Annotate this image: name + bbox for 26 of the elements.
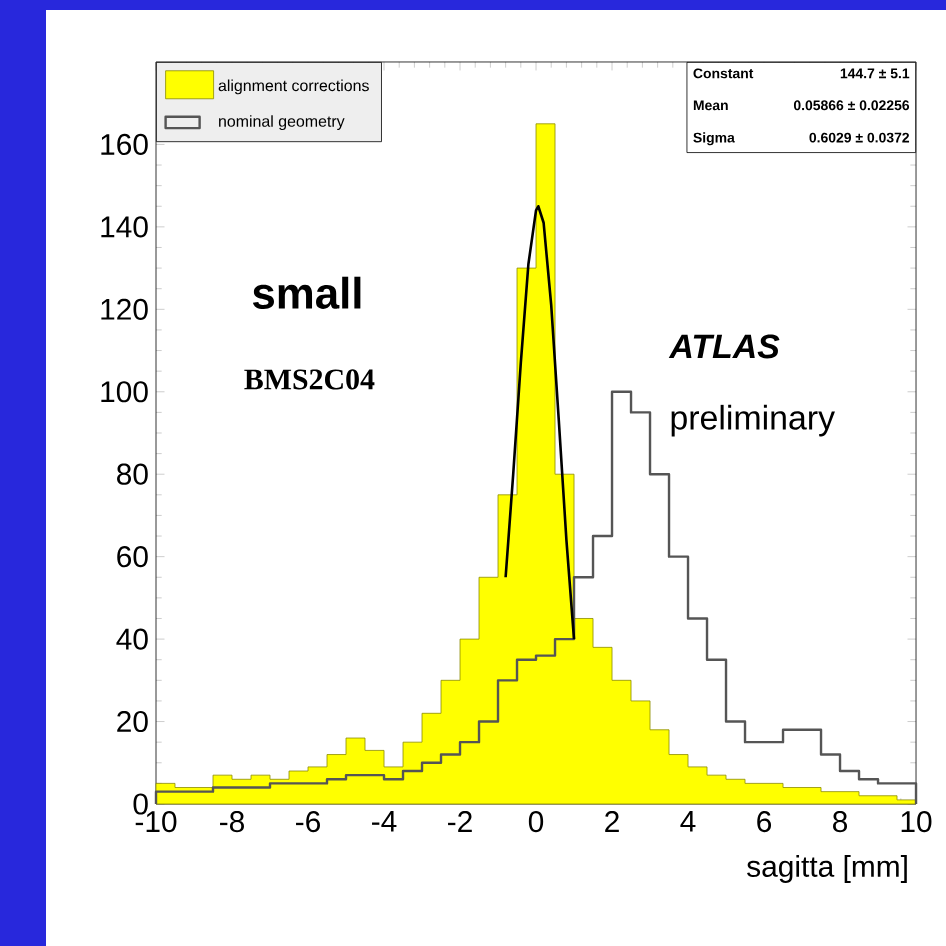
x-axis-title: sagitta [mm] xyxy=(747,855,907,883)
x-tick-label: 4 xyxy=(680,811,696,832)
y-tick-label: 140 xyxy=(101,216,148,238)
y-tick-label: 80 xyxy=(117,463,148,485)
x-tick-label: 2 xyxy=(605,811,619,832)
x-tick-label: -10 xyxy=(135,811,177,833)
x-tick-label: 0 xyxy=(528,811,544,833)
y-tick-label: 160 xyxy=(101,133,148,155)
x-tick-label: -8 xyxy=(220,811,244,833)
x-tick-label: 6 xyxy=(757,811,772,833)
x-tick-label: -2 xyxy=(448,811,472,832)
y-tick-label: 20 xyxy=(117,710,148,733)
y-tick-label: 0 xyxy=(133,793,148,815)
y-tick-label: 60 xyxy=(117,546,148,568)
y-tick-label: 40 xyxy=(116,628,148,650)
x-tick-label: -6 xyxy=(296,811,320,833)
line-series xyxy=(504,204,576,641)
annotation: preliminary xyxy=(671,404,835,437)
y-tick-label: 100 xyxy=(101,381,148,403)
annotation: small xyxy=(252,276,361,309)
y-tick-label: 120 xyxy=(101,298,148,320)
x-tick-label: 8 xyxy=(833,811,848,833)
x-tick-label: -4 xyxy=(372,811,397,832)
annotation: ATLAS xyxy=(668,334,780,359)
annotation: BMS2C04 xyxy=(244,369,375,390)
x-tick-label: 10 xyxy=(901,811,932,833)
